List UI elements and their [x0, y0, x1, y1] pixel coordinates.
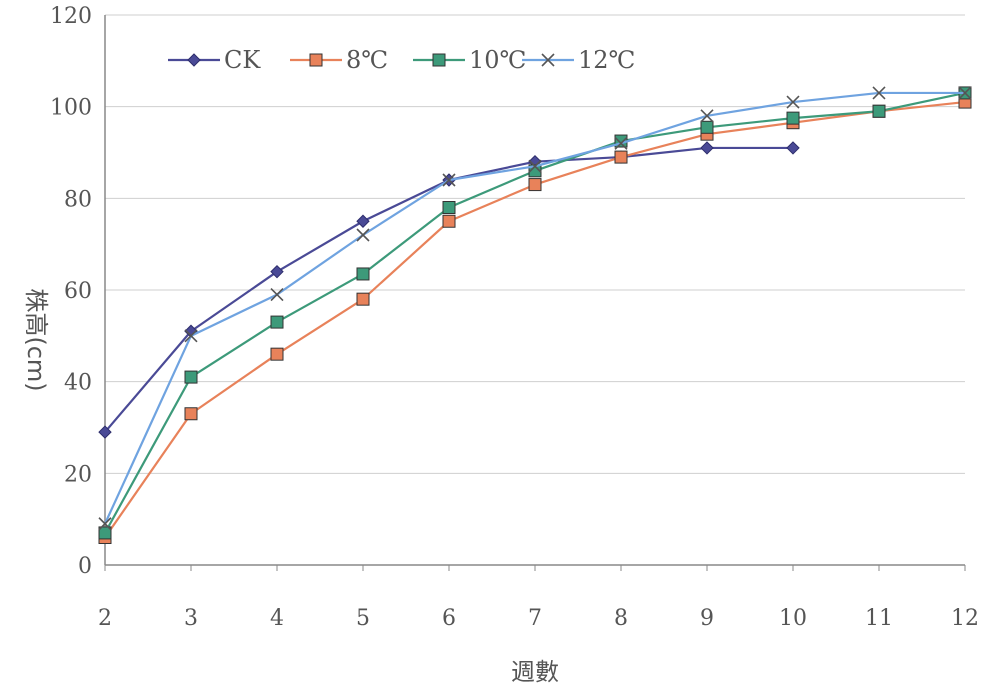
legend-marker — [432, 53, 446, 67]
data-point — [184, 370, 198, 384]
y-tick-label: 120 — [50, 4, 92, 29]
data-point — [270, 288, 284, 302]
x-tick-labels: 2 3 4 5 6 7 8 9 10 11 12 — [98, 565, 979, 631]
data-point — [184, 329, 198, 343]
data-point — [700, 141, 714, 155]
x-axis-title: 週數 — [511, 658, 559, 686]
x-tick-label: 5 — [356, 606, 370, 631]
data-point — [98, 425, 112, 439]
data-point — [700, 120, 714, 134]
y-tick-label: 100 — [50, 96, 92, 121]
data-point — [528, 178, 542, 192]
legend-item: 8℃ — [290, 46, 388, 74]
data-point — [270, 315, 284, 329]
legend-label: 10℃ — [469, 46, 526, 74]
y-tick-label: 80 — [64, 187, 92, 212]
data-point — [356, 267, 370, 281]
data-point — [872, 86, 886, 100]
legend-item: 12℃ — [522, 46, 635, 74]
data-point — [786, 141, 800, 155]
series-2 — [98, 86, 972, 540]
x-tick-label: 4 — [270, 606, 284, 631]
x-tick-label: 2 — [98, 606, 112, 631]
data-point — [442, 201, 456, 214]
y-tick-label: 60 — [64, 279, 92, 304]
x-tick-label: 6 — [442, 606, 456, 631]
x-tick-label: 10 — [779, 606, 807, 631]
y-tick-labels: 0 20 40 60 80 100 120 — [50, 4, 92, 579]
legend-label: 8℃ — [346, 46, 388, 74]
legend-item: CK — [168, 46, 261, 74]
x-tick-label: 3 — [184, 606, 198, 631]
legend-marker — [541, 53, 555, 67]
data-point — [184, 407, 198, 421]
legend-marker — [309, 53, 323, 67]
legend-item: 10℃ — [413, 46, 526, 74]
y-tick-label: 40 — [64, 371, 92, 396]
data-point — [614, 136, 628, 150]
data-point — [872, 104, 886, 118]
data-point — [442, 173, 456, 187]
data-point — [270, 264, 284, 279]
y-tick-label: 20 — [64, 462, 92, 487]
legend-label: 12℃ — [578, 46, 635, 74]
data-point — [528, 159, 542, 173]
y-axis-title: 株高(cm) — [22, 288, 50, 391]
x-tick-label: 8 — [614, 606, 628, 631]
data-point — [98, 526, 112, 540]
x-tick-label: 12 — [951, 606, 979, 631]
x-tick-label: 9 — [700, 606, 714, 631]
data-point — [270, 347, 284, 361]
data-point — [614, 150, 628, 164]
data-point — [700, 109, 714, 123]
series-3 — [98, 86, 972, 531]
data-point — [356, 292, 370, 306]
x-tick-label: 11 — [865, 606, 893, 631]
data-point — [356, 214, 370, 228]
legend-label: CK — [224, 46, 261, 74]
series-group — [98, 86, 972, 544]
grid-lines — [105, 14, 965, 474]
data-point — [786, 95, 800, 109]
x-tick-label: 7 — [528, 606, 542, 631]
data-point — [356, 228, 370, 242]
data-point — [958, 86, 972, 100]
legend-marker — [187, 53, 201, 67]
legend: CK 8℃ 10℃ 12℃ — [168, 46, 635, 74]
data-point — [786, 111, 800, 125]
data-point — [442, 214, 456, 228]
y-tick-label: 0 — [78, 554, 92, 579]
data-point — [98, 517, 112, 531]
